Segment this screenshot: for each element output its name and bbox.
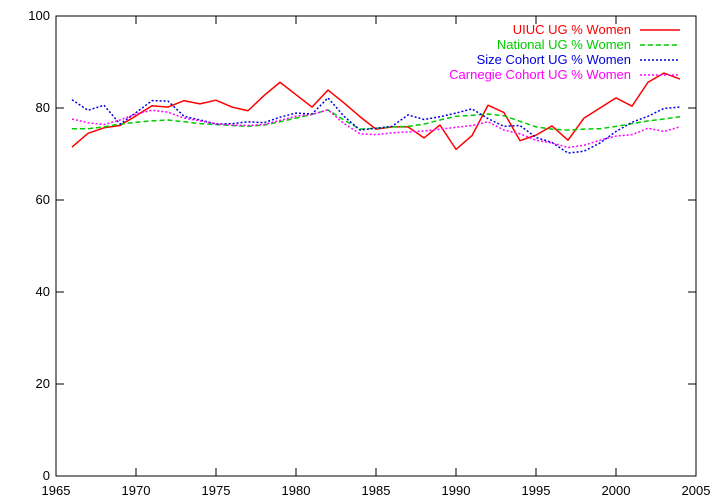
x-tick-label: 2005 [682, 483, 711, 498]
x-tick-label: 1995 [522, 483, 551, 498]
series-layer [71, 72, 681, 154]
y-tick-label: 20 [36, 376, 50, 391]
x-tick-label: 2000 [602, 483, 631, 498]
legend-label-3: Size Cohort UG % Women [477, 52, 631, 67]
series-line-4 [71, 109, 681, 149]
axis-ticks: 0 20 40 60 80 100 1965 1970 1975 1980 1985 1990 1995… [28, 8, 710, 498]
x-tick-label: 1985 [362, 483, 391, 498]
y-tick-label: 40 [36, 284, 50, 299]
x-tick-label: 1970 [122, 483, 151, 498]
series-line-1 [71, 72, 681, 151]
x-tick-label: 1975 [202, 483, 231, 498]
legend-label-1: UIUC UG % Women [513, 22, 631, 37]
y-tick-label: 100 [28, 8, 50, 23]
legend-label-2: National UG % Women [497, 37, 631, 52]
y-tick-label: 60 [36, 192, 50, 207]
x-tick-label: 1965 [42, 483, 71, 498]
series-line-3 [71, 97, 681, 154]
series-line-2 [72, 109, 681, 131]
x-tick-label: 1980 [282, 483, 311, 498]
x-tick-label: 1990 [442, 483, 471, 498]
plot-frame [55, 15, 697, 477]
y-tick-label: 80 [36, 100, 50, 115]
legend-label-4: Carnegie Cohort UG % Women [449, 67, 631, 82]
y-tick-label: 0 [43, 468, 50, 483]
